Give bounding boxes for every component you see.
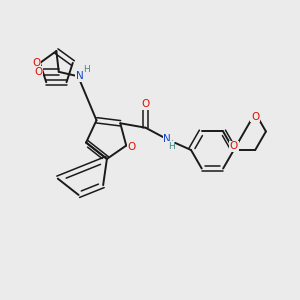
Text: N: N (76, 71, 83, 81)
Text: O: O (34, 67, 43, 77)
Text: N: N (164, 134, 171, 144)
Text: H: H (84, 65, 90, 74)
Text: O: O (32, 58, 40, 68)
Text: H: H (168, 142, 175, 151)
Text: O: O (251, 112, 259, 122)
Text: O: O (230, 141, 238, 152)
Text: O: O (141, 99, 150, 109)
Text: O: O (127, 142, 135, 152)
